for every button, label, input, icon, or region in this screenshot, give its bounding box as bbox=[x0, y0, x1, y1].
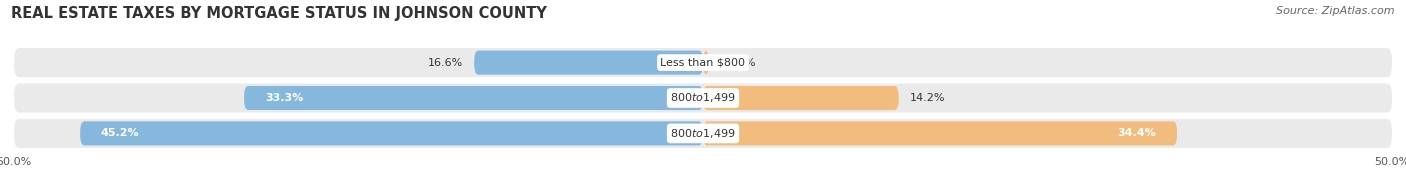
Text: Less than $800: Less than $800 bbox=[661, 58, 745, 68]
Text: 34.4%: 34.4% bbox=[1118, 128, 1156, 138]
Text: $800 to $1,499: $800 to $1,499 bbox=[671, 127, 735, 140]
FancyBboxPatch shape bbox=[80, 121, 703, 145]
Text: REAL ESTATE TAXES BY MORTGAGE STATUS IN JOHNSON COUNTY: REAL ESTATE TAXES BY MORTGAGE STATUS IN … bbox=[11, 6, 547, 21]
FancyBboxPatch shape bbox=[703, 121, 1177, 145]
FancyBboxPatch shape bbox=[474, 51, 703, 75]
FancyBboxPatch shape bbox=[14, 48, 1392, 77]
Text: 14.2%: 14.2% bbox=[910, 93, 945, 103]
FancyBboxPatch shape bbox=[703, 51, 709, 75]
Text: 33.3%: 33.3% bbox=[264, 93, 304, 103]
Text: $800 to $1,499: $800 to $1,499 bbox=[671, 92, 735, 104]
Legend: Without Mortgage, With Mortgage: Without Mortgage, With Mortgage bbox=[575, 193, 831, 196]
Text: 0.42%: 0.42% bbox=[720, 58, 755, 68]
Text: Source: ZipAtlas.com: Source: ZipAtlas.com bbox=[1277, 6, 1395, 16]
FancyBboxPatch shape bbox=[245, 86, 703, 110]
Text: 45.2%: 45.2% bbox=[101, 128, 139, 138]
Text: 16.6%: 16.6% bbox=[427, 58, 463, 68]
FancyBboxPatch shape bbox=[703, 86, 898, 110]
FancyBboxPatch shape bbox=[14, 119, 1392, 148]
FancyBboxPatch shape bbox=[14, 83, 1392, 113]
